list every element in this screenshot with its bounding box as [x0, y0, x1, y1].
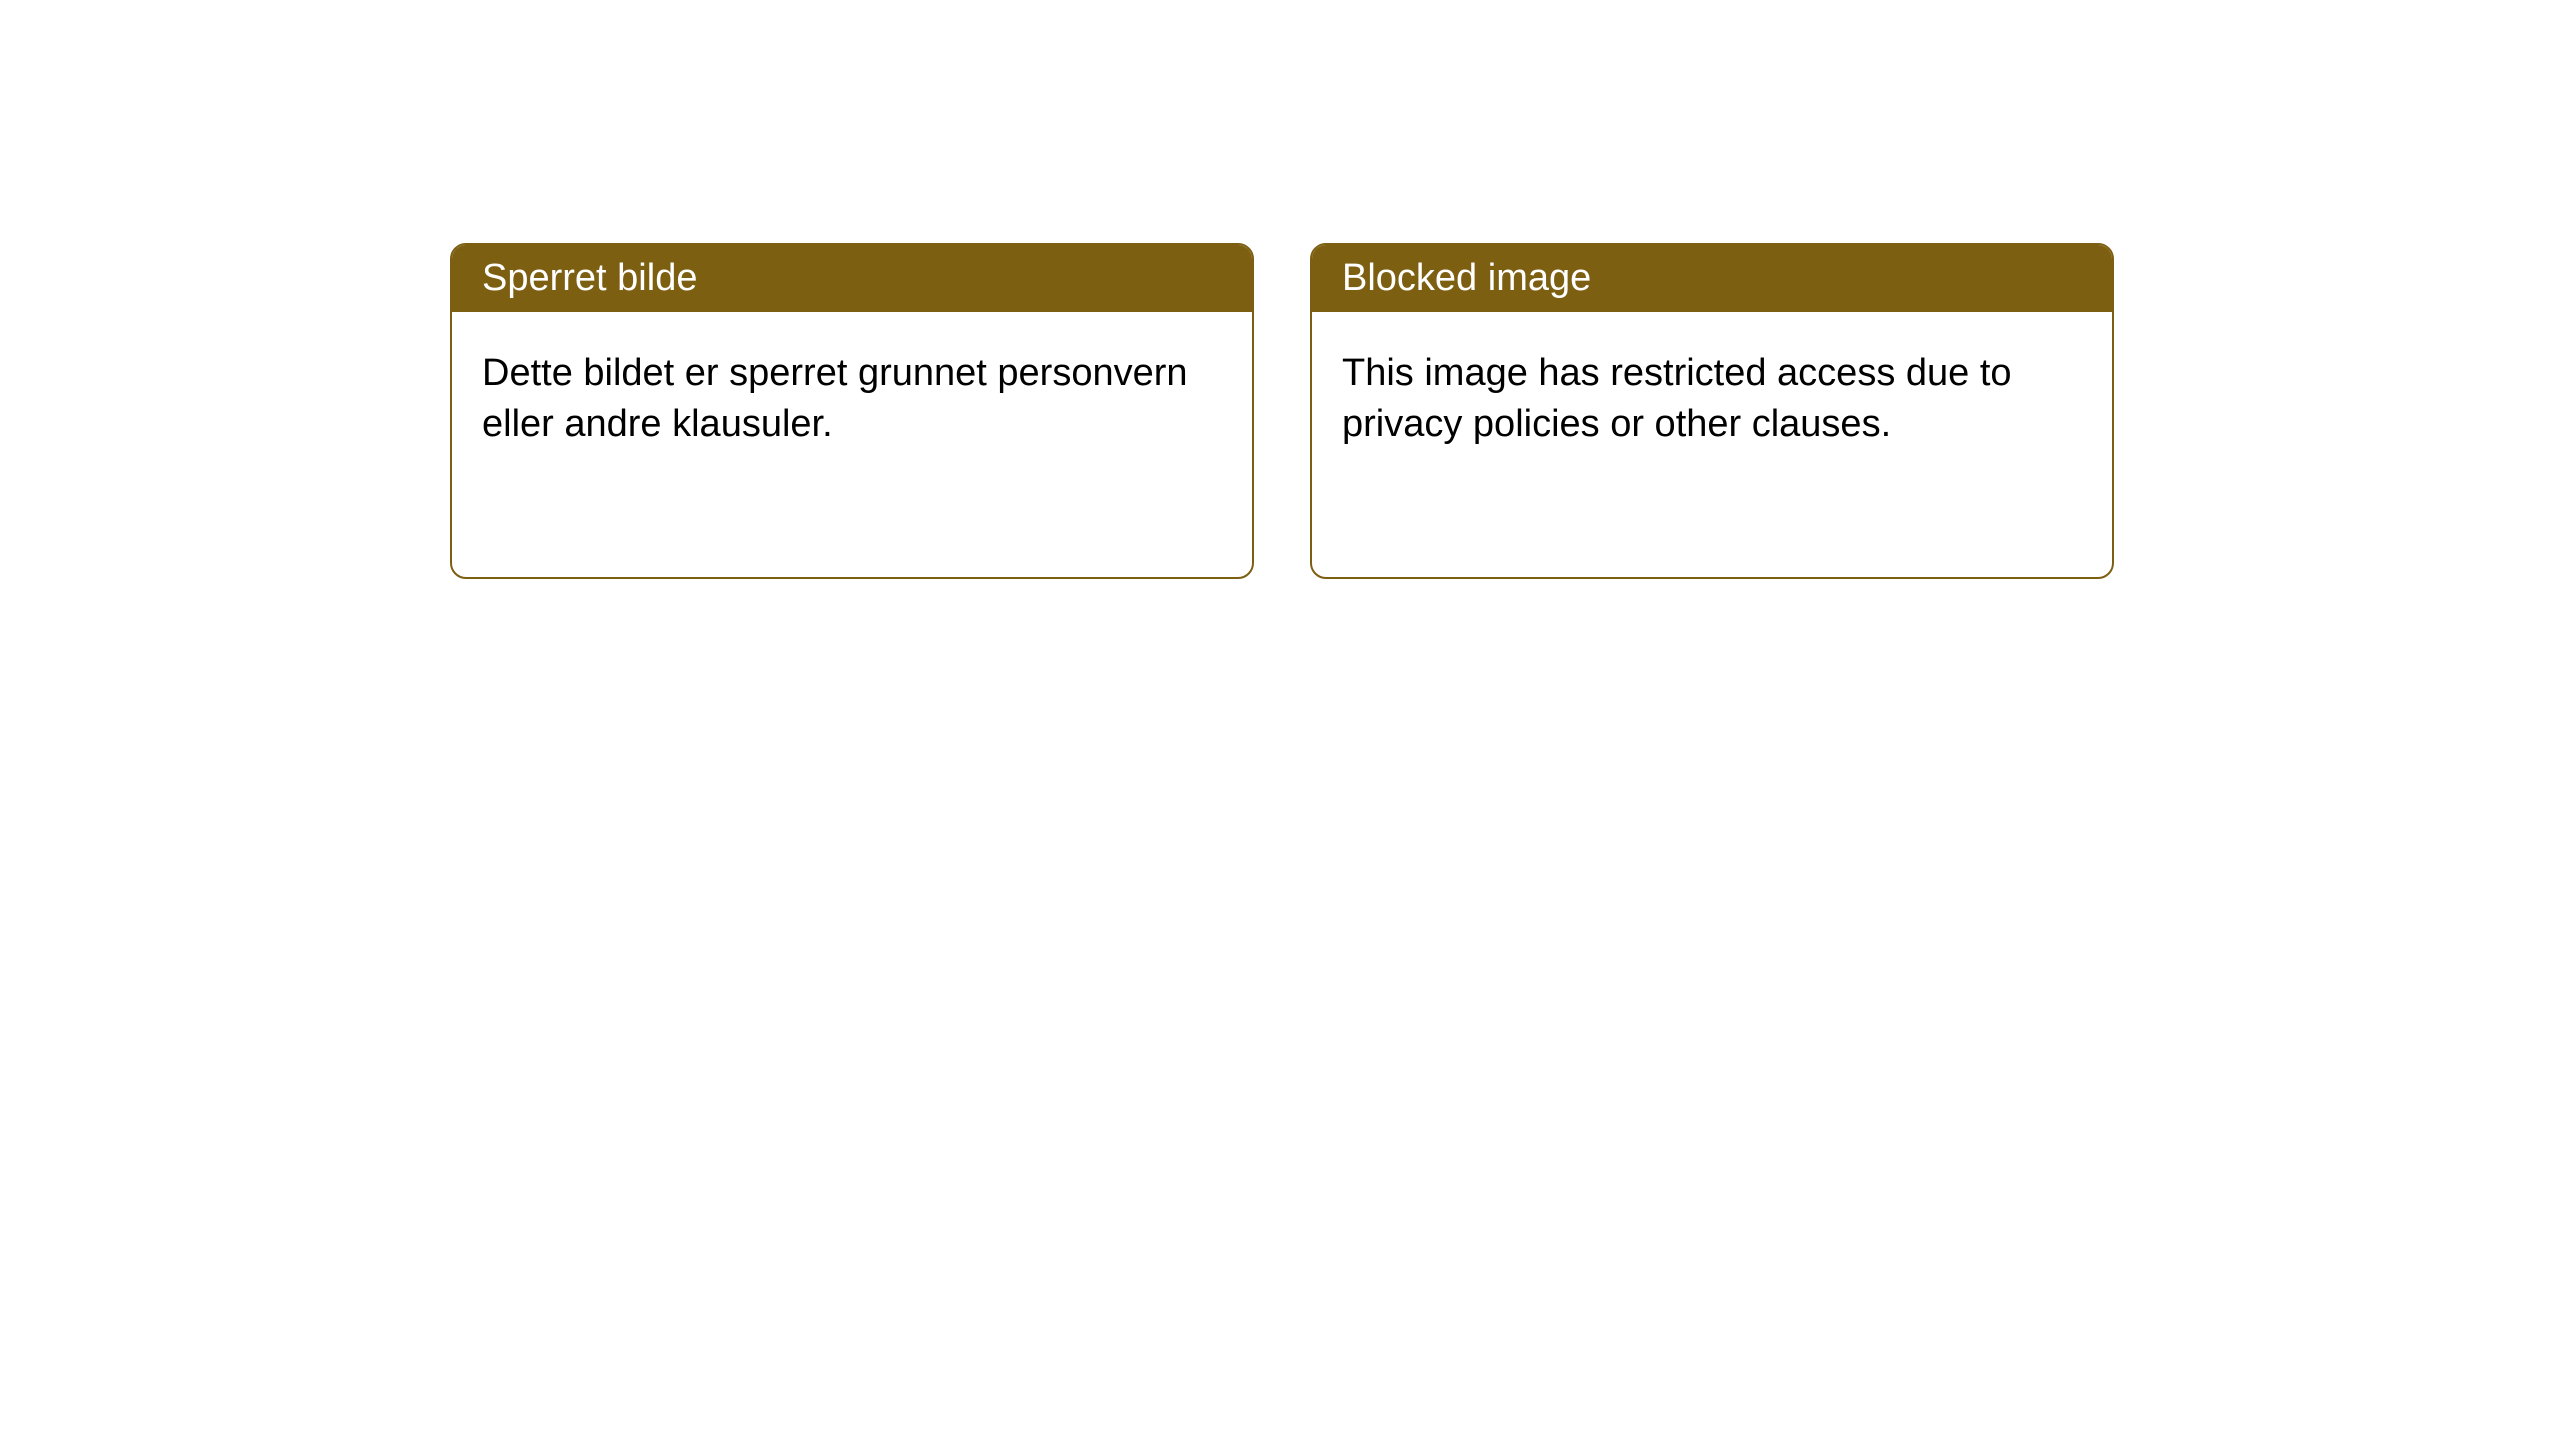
card-body: This image has restricted access due to … [1312, 312, 2112, 487]
card-header: Sperret bilde [452, 245, 1252, 312]
blocked-image-card-english: Blocked image This image has restricted … [1310, 243, 2114, 579]
notice-cards-container: Sperret bilde Dette bildet er sperret gr… [0, 0, 2560, 579]
blocked-image-card-norwegian: Sperret bilde Dette bildet er sperret gr… [450, 243, 1254, 579]
card-body: Dette bildet er sperret grunnet personve… [452, 312, 1252, 487]
card-header: Blocked image [1312, 245, 2112, 312]
